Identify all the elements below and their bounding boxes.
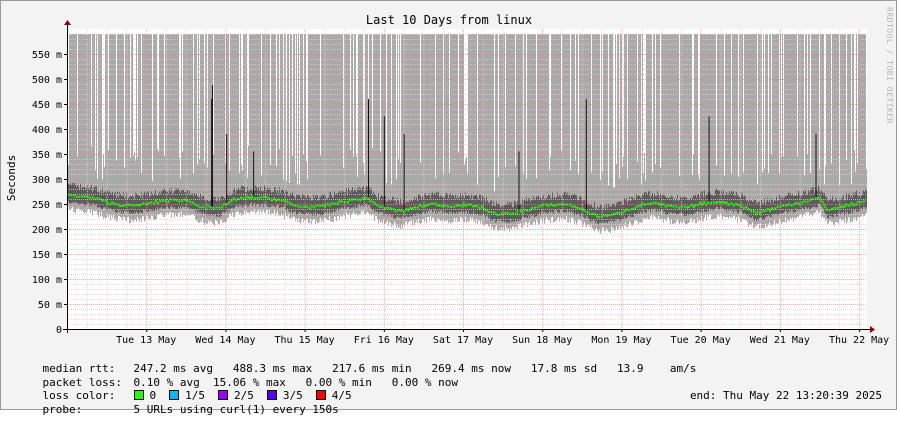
loss-color-label-text: 2/5 xyxy=(234,389,254,402)
y-tick-label: 300 m xyxy=(32,175,62,186)
x-tick-label: Thu 22 May xyxy=(829,335,889,346)
loss-color-label-text: 0 xyxy=(149,389,157,402)
rrdtool-watermark: RRDTOOL / TOBI OETIKER xyxy=(885,7,894,124)
probe-row: probe: 5 URLs using curl(1) every 150s xyxy=(16,389,339,416)
y-tick-label: 450 m xyxy=(32,100,62,111)
x-tick-label: Tue 13 May xyxy=(116,335,176,346)
median-rtt-line xyxy=(67,192,867,220)
x-tick-label: Wed 14 May xyxy=(195,335,255,346)
loss-color-swatch xyxy=(218,390,228,400)
end-timestamp: end: Thu May 22 13:20:39 2025 xyxy=(689,389,882,402)
loss-color-label-text: 4/5 xyxy=(331,389,352,402)
x-tick-label: Fri 16 May xyxy=(354,335,414,346)
loss-color-item: 1/5 xyxy=(169,389,205,403)
probe-label: probe: xyxy=(42,403,83,416)
packet-loss-label: packet loss: xyxy=(42,376,122,389)
y-tick-label: 150 m xyxy=(32,250,62,261)
y-tick-label: 100 m xyxy=(32,275,62,286)
grid-lines xyxy=(67,29,867,329)
latency-chart: Last 10 Days from linux Seconds 0 50 m 100… xyxy=(5,13,889,346)
axes xyxy=(63,20,875,333)
loss-color-swatch xyxy=(266,390,277,400)
y-tick-label: 500 m xyxy=(32,75,62,86)
median-series xyxy=(67,192,867,220)
x-axis-arrow xyxy=(870,326,875,333)
y-tick-label: 50 m xyxy=(38,300,62,311)
loss-color-item: 3/5 xyxy=(266,389,303,403)
median-rtt-values: 247.2 ms avg 488.3 ms max 217.6 ms min 2… xyxy=(133,362,697,375)
x-tick-label: Thu 15 May xyxy=(275,335,335,346)
loss-color-label-text: 3/5 xyxy=(282,389,303,402)
loss-color-item: 0 xyxy=(133,389,157,403)
y-tick-label: 400 m xyxy=(32,125,62,136)
smokeping-graph: Last 10 Days from linux Seconds 0 50 m 100… xyxy=(0,0,897,416)
y-axis-label: Seconds xyxy=(5,155,18,201)
y-axis-arrow xyxy=(64,20,71,25)
spike-lines xyxy=(211,85,817,212)
packet-loss-values: 0.10 % avg 15.06 % max 0.00 % min 0.00 %… xyxy=(133,376,459,389)
loss-color-swatch xyxy=(169,390,180,400)
median-rtt-label: median rtt: xyxy=(42,362,116,375)
loss-color-swatch xyxy=(315,390,326,400)
loss-color-label-text: 1/5 xyxy=(185,389,205,402)
x-tick-labels: Tue 13 May Wed 14 May Thu 15 May Fri 16 May… xyxy=(116,329,889,346)
y-tick-label: 200 m xyxy=(32,225,62,236)
loss-color-swatches: 0 1/5 2/5 3/5 4/5 xyxy=(133,389,365,403)
y-tick-labels: 0 50 m 100 m 150 m 200 m 250 m 300 m 350 m 400 m… xyxy=(32,50,67,336)
x-tick-label: Sun 18 May xyxy=(512,335,572,346)
y-tick-label: 350 m xyxy=(32,150,62,161)
y-tick-label: 550 m xyxy=(32,50,62,61)
packet-loss-row: packet loss: 0.10 % avg 15.06 % max 0.00 … xyxy=(16,362,459,389)
median-rtt-row: median rtt: 247.2 ms avg 488.3 ms max 217… xyxy=(16,348,697,375)
x-tick-label: Sat 17 May xyxy=(433,335,493,346)
chart-title: Last 10 Days from linux xyxy=(366,13,532,27)
loss-color-label: loss color: xyxy=(42,389,116,402)
y-tick-label: 250 m xyxy=(32,200,62,211)
x-tick-label: Mon 19 May xyxy=(591,335,651,346)
loss-color-item: 4/5 xyxy=(315,389,352,403)
x-tick-label: Wed 21 May xyxy=(750,335,810,346)
x-tick-label: Tue 20 May xyxy=(671,335,731,346)
loss-color-row: loss color: 0 1/5 2/5 3/5 4/5 xyxy=(16,375,365,402)
loss-color-item: 2/5 xyxy=(218,389,254,403)
loss-color-swatch xyxy=(133,390,144,400)
y-tick-label: 0 xyxy=(56,325,62,336)
